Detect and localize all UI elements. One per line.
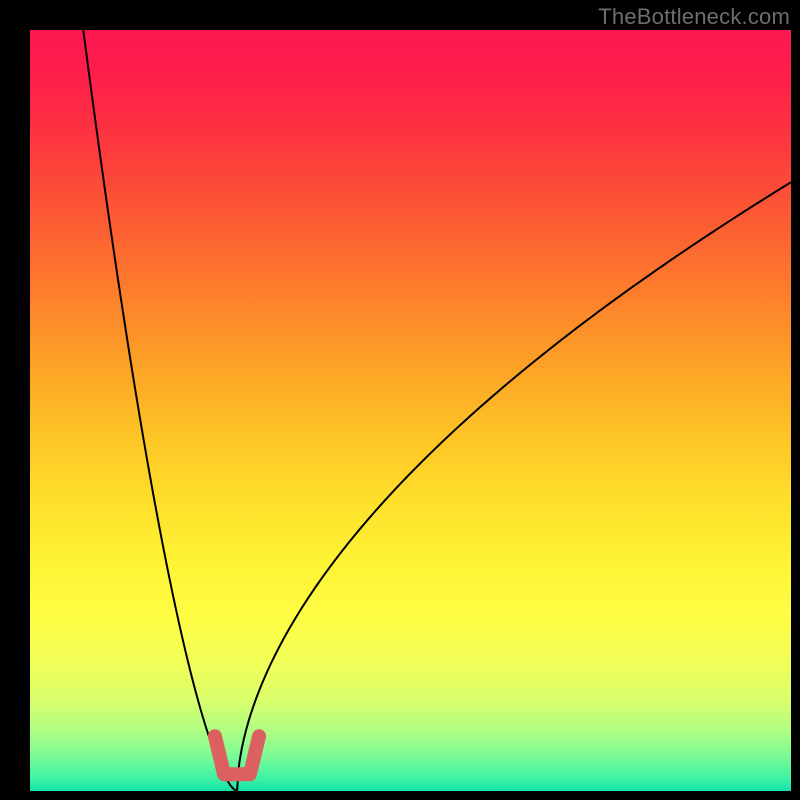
watermark-text: TheBottleneck.com: [598, 4, 790, 30]
chart-container: TheBottleneck.com: [0, 0, 800, 800]
plot-background: [30, 30, 791, 791]
plot-area: [30, 30, 791, 791]
plot-svg: [30, 30, 791, 791]
